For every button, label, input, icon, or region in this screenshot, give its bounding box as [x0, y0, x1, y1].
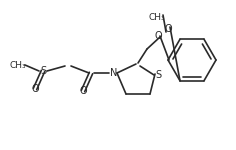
- Text: S: S: [155, 70, 161, 80]
- Text: N: N: [110, 68, 118, 78]
- Text: O: O: [154, 31, 162, 41]
- Text: O: O: [164, 24, 172, 34]
- Text: O: O: [79, 86, 87, 96]
- Text: S: S: [40, 66, 46, 76]
- Text: CH₃: CH₃: [10, 60, 26, 69]
- Text: O: O: [31, 84, 39, 94]
- Text: CH₃: CH₃: [149, 14, 165, 22]
